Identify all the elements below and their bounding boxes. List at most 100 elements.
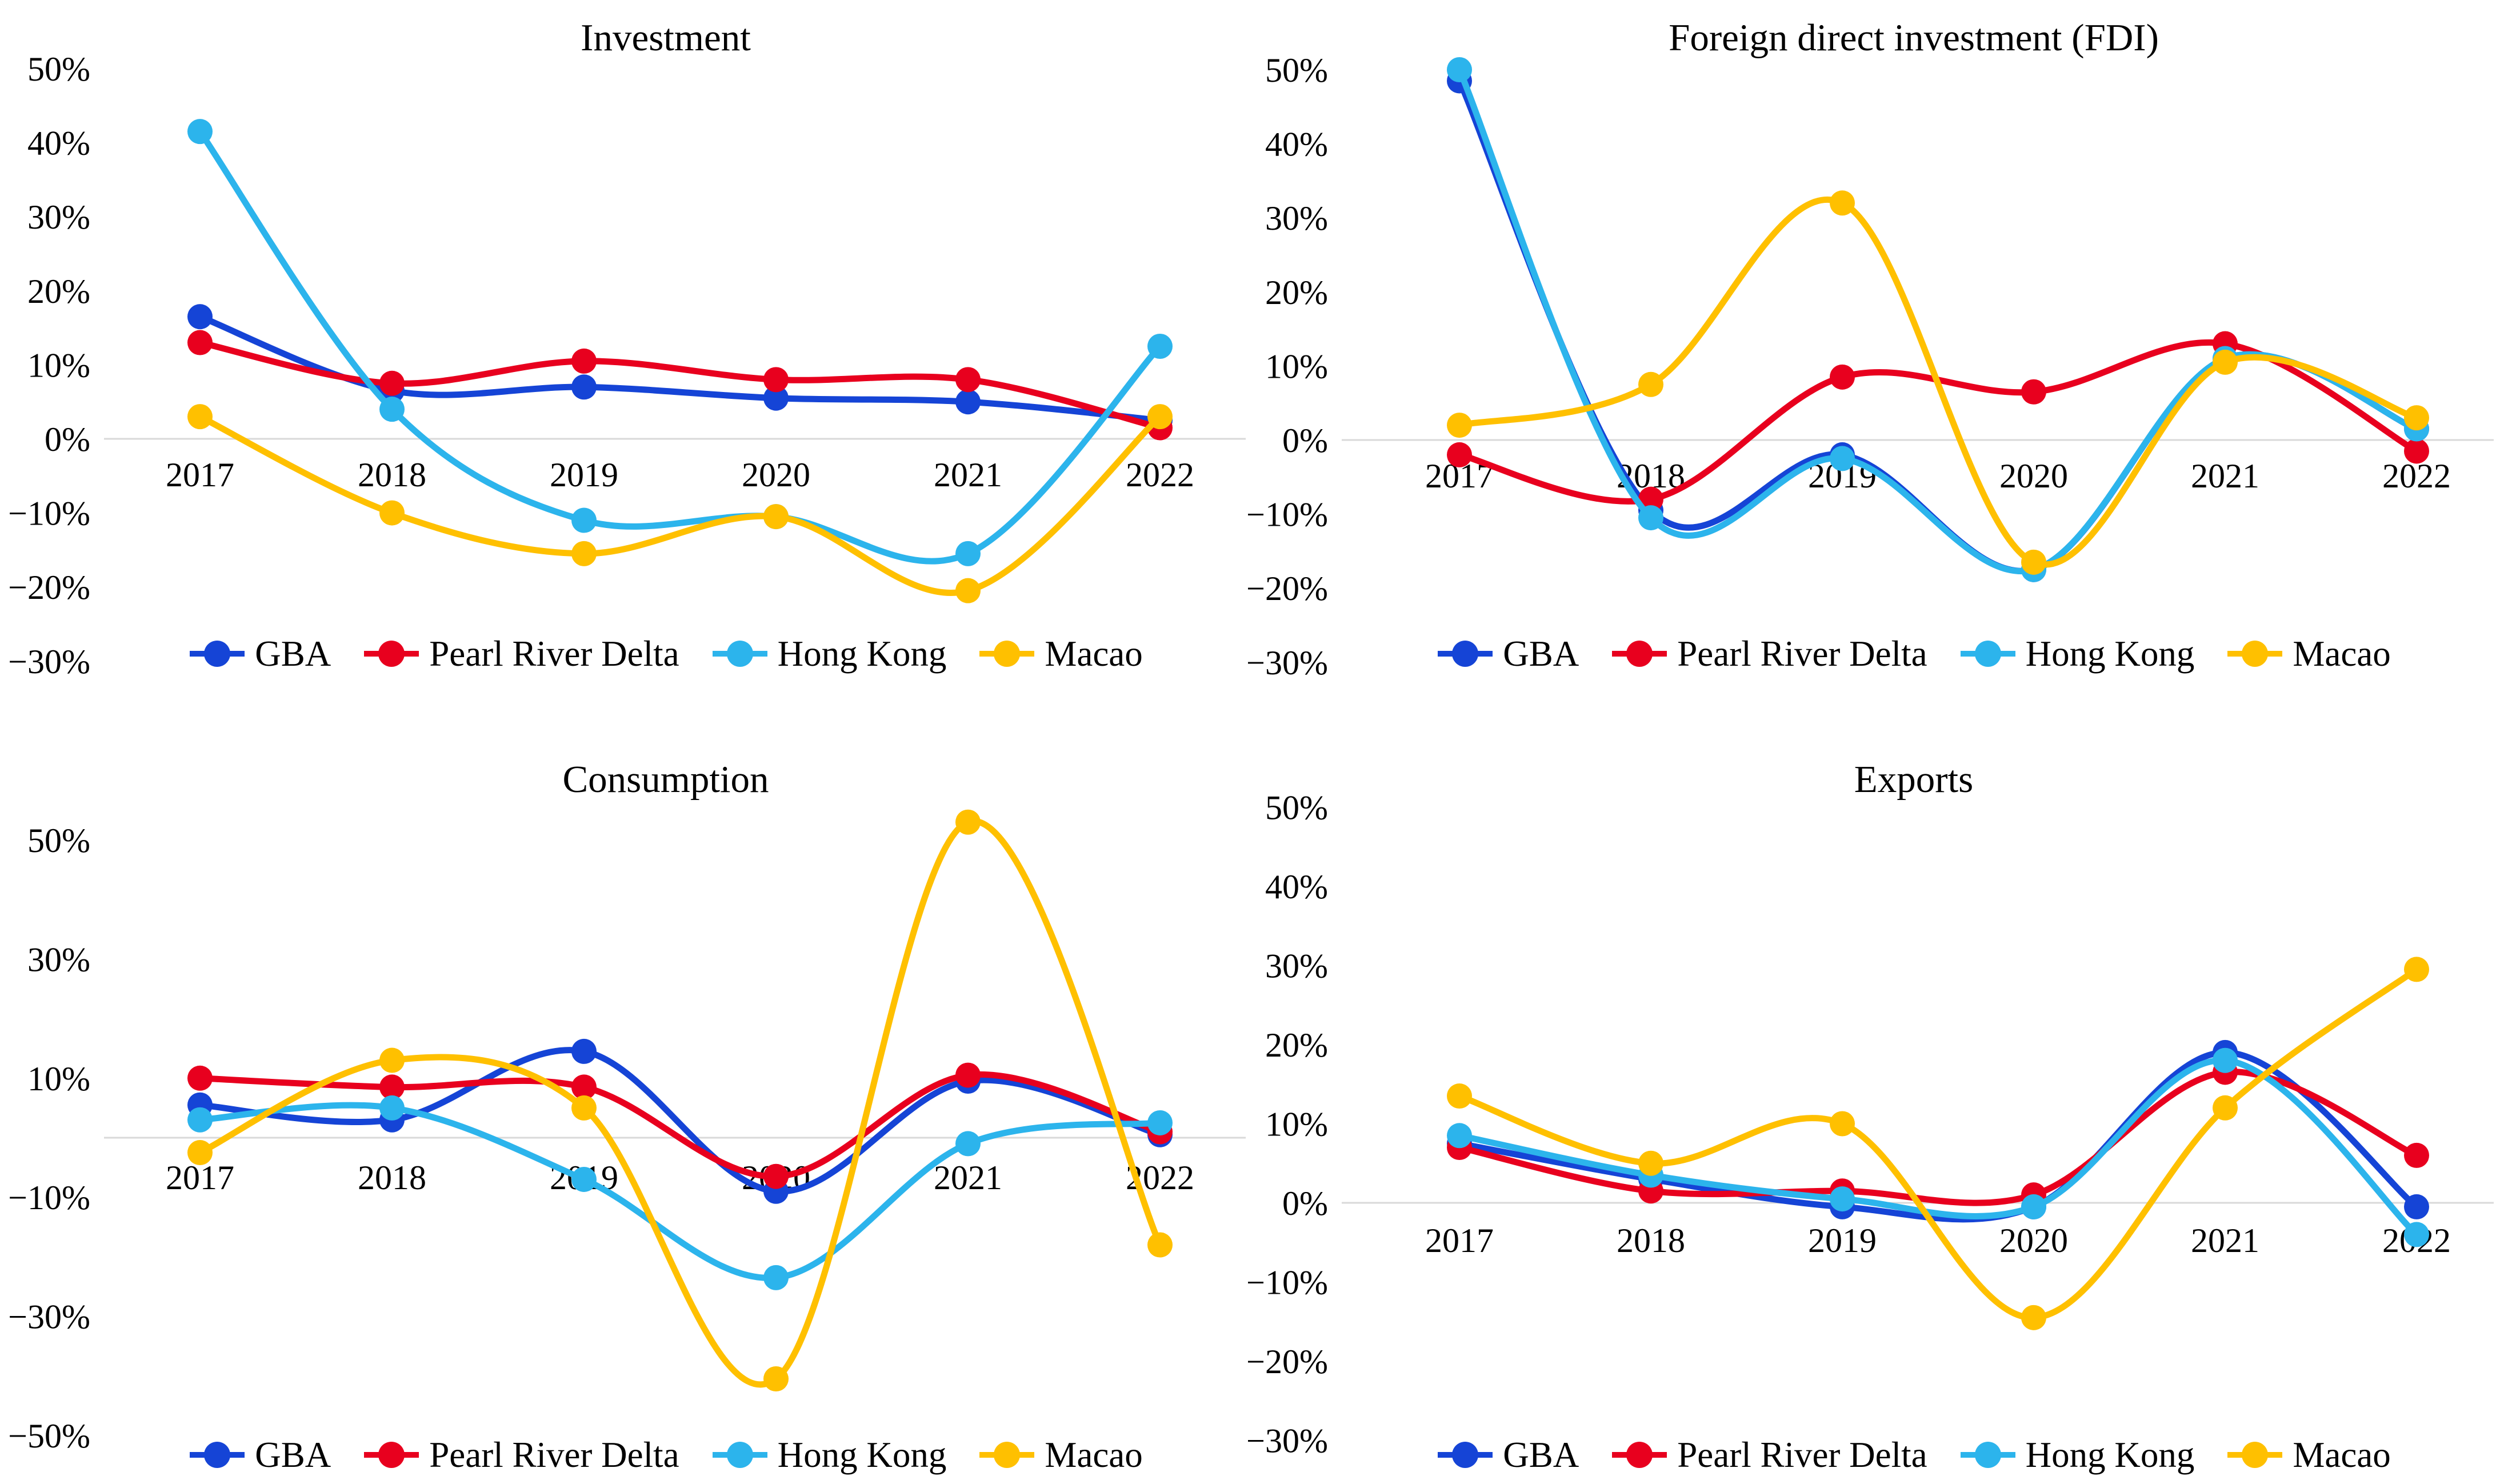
series-point-hong-kong	[955, 541, 981, 566]
legend-exports: GBA Pearl River Delta Hong Kong Macao	[1345, 1432, 2482, 1478]
x-tick-label: 2018	[1617, 1222, 1685, 1259]
y-tick-label: −30%	[8, 643, 90, 681]
y-tick-label: 10%	[1265, 347, 1328, 385]
legend-marker-macao-icon	[979, 1442, 1035, 1468]
y-tick-label: 20%	[1265, 1026, 1328, 1064]
series-line-macao	[1456, 196, 2420, 568]
series-point-pearl-river-delta	[379, 1074, 405, 1100]
series-point-macao	[1447, 1083, 1472, 1109]
series-point-hong-kong	[379, 397, 405, 422]
series-line-pearl-river-delta	[1456, 1069, 2420, 1206]
series-point-pearl-river-delta	[2404, 438, 2429, 464]
legend-item-label: GBA	[1503, 1434, 1579, 1475]
series-point-macao	[571, 1095, 597, 1121]
y-tick-label: 50%	[27, 50, 90, 88]
series-point-macao	[955, 809, 981, 835]
legend-item-hong-kong: Hong Kong	[711, 1434, 946, 1476]
series-point-pearl-river-delta	[187, 1065, 213, 1091]
series-point-macao	[1638, 371, 1663, 397]
x-tick-label: 2019	[1808, 1222, 1877, 1259]
y-tick-label: 40%	[1265, 868, 1328, 906]
legend-marker-hong-kong-icon	[712, 1442, 767, 1468]
series-line-hong-kong	[1456, 1057, 2420, 1238]
series-point-pearl-river-delta	[379, 370, 405, 396]
series-line-hong-kong	[197, 128, 1163, 565]
legend-item-gba: GBA	[189, 633, 331, 675]
legend-item-label: Hong Kong	[2025, 633, 2195, 674]
series-point-gba	[2404, 1194, 2429, 1219]
legend-item-gba: GBA	[1437, 633, 1579, 675]
series-point-hong-kong	[1147, 1110, 1173, 1135]
series-point-gba	[763, 385, 789, 411]
legend-item-label: Pearl River Delta	[1677, 1434, 1927, 1475]
legend-item-label: Pearl River Delta	[429, 633, 679, 674]
series-point-macao	[1830, 1111, 1855, 1137]
fdi-chart-canvas: 50%40%30%20%10%0%−10%−20%−30%2017 2018 201…	[1248, 51, 2494, 682]
series-point-hong-kong	[187, 119, 213, 145]
legend-item-hong-kong: Hong Kong	[1959, 1434, 2194, 1476]
legend-item-hong-kong: Hong Kong	[1959, 633, 2195, 675]
series-point-hong-kong	[187, 1107, 213, 1133]
legend-marker-pearl-river-delta-icon	[364, 641, 419, 667]
y-tick-label: 0%	[45, 421, 90, 458]
series-point-pearl-river-delta	[1830, 364, 1855, 390]
series-point-macao	[955, 578, 981, 603]
series-point-macao	[2213, 1095, 2238, 1121]
series-point-macao	[2021, 549, 2046, 575]
legend-marker-pearl-river-delta-icon	[1612, 1442, 1667, 1468]
series-point-hong-kong	[1638, 505, 1663, 531]
legend-marker-gba-icon	[1438, 641, 1493, 667]
y-tick-label: 0%	[1282, 422, 1328, 459]
series-point-macao	[2404, 957, 2429, 982]
series-point-macao	[763, 1366, 789, 1392]
series-line-macao	[197, 413, 1163, 596]
y-tick-label: −10%	[8, 1179, 90, 1217]
y-tick-label: 50%	[1265, 51, 1328, 89]
legend-marker-hong-kong-icon	[1960, 641, 2015, 667]
legend-item-macao: Macao	[978, 1434, 1143, 1476]
series-line-pearl-river-delta	[197, 1071, 1163, 1180]
series-point-pearl-river-delta	[955, 1062, 981, 1088]
x-tick-label: 2021	[2191, 1222, 2259, 1259]
series-point-hong-kong	[2213, 1047, 2238, 1073]
series-point-pearl-river-delta	[1447, 442, 1472, 467]
legend-item-label: Pearl River Delta	[429, 1434, 679, 1475]
x-tick-label: 2017	[1425, 1222, 1494, 1259]
y-tick-label: −30%	[8, 1298, 90, 1336]
chart-title-investment: Investment	[581, 17, 751, 59]
series-point-macao	[1830, 190, 1855, 216]
series-point-hong-kong	[763, 1265, 789, 1290]
series-point-pearl-river-delta	[955, 367, 981, 393]
series-point-hong-kong	[2021, 1194, 2046, 1219]
chart-title-fdi: Foreign direct investment (FDI)	[1669, 17, 2159, 59]
legend-item-hong-kong: Hong Kong	[711, 633, 946, 675]
legend-item-label: GBA	[255, 633, 331, 674]
y-tick-label: 0%	[1282, 1185, 1328, 1222]
y-tick-label: −10%	[1248, 496, 1328, 534]
x-tick-label: 2021	[934, 1159, 1002, 1197]
series-point-macao	[2213, 349, 2238, 375]
series-point-gba	[187, 304, 213, 330]
chart-panel-exports: 50% 40% 30% 20% 10% 0% −10% −20% −30% 2017 2018 201…	[1248, 742, 2496, 1484]
y-tick-label: −10%	[8, 495, 90, 533]
series-point-macao	[2021, 1305, 2046, 1330]
legend-fdi: GBA Pearl River Delta Hong Kong Macao	[1345, 631, 2482, 677]
legend-investment: GBA Pearl River Delta Hong Kong Macao	[97, 631, 1234, 677]
legend-item-pearl-river-delta: Pearl River Delta	[1611, 1434, 1927, 1476]
legend-marker-pearl-river-delta-icon	[1612, 641, 1667, 667]
legend-item-gba: GBA	[1437, 1434, 1579, 1476]
legend-marker-gba-icon	[190, 1442, 245, 1468]
exports-chart-canvas: 50% 40% 30% 20% 10% 0% −10% −20% −30% 2017 2018 201…	[1248, 789, 2494, 1460]
y-tick-label: 20%	[1265, 274, 1328, 311]
legend-item-label: Pearl River Delta	[1677, 633, 1927, 674]
x-tick-label: 2018	[358, 456, 426, 494]
series-point-hong-kong	[571, 507, 597, 533]
series-point-macao	[1147, 1232, 1173, 1258]
legend-item-macao: Macao	[2226, 1434, 2391, 1476]
series-point-macao	[379, 1047, 405, 1073]
x-tick-label: 2019	[550, 456, 618, 494]
series-point-pearl-river-delta	[763, 1163, 789, 1189]
series-point-macao	[1147, 404, 1173, 430]
y-tick-label: −10%	[1248, 1264, 1328, 1302]
legend-item-pearl-river-delta: Pearl River Delta	[1611, 633, 1927, 675]
